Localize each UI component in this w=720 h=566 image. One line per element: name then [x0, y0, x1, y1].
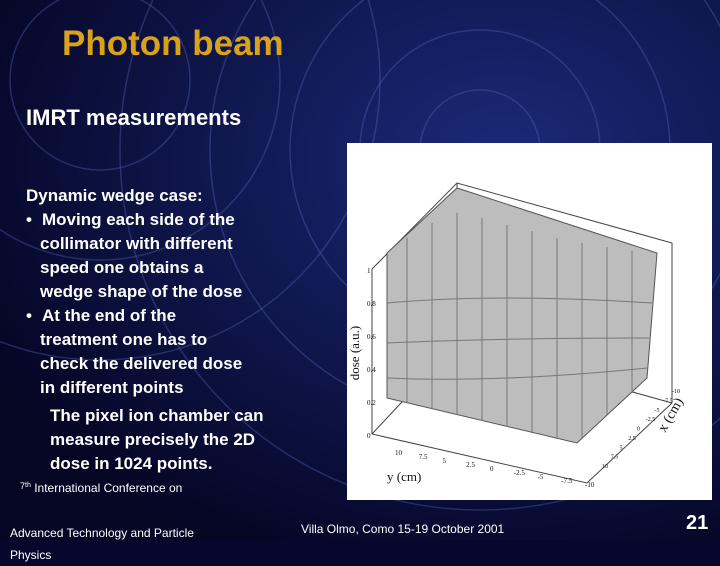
- y-axis-label: y (cm): [387, 469, 421, 484]
- y-tick-label: 10: [395, 449, 403, 457]
- x-tick-label: 0: [637, 427, 640, 433]
- z-axis-label: dose (a.u.): [347, 326, 362, 381]
- x-tick-label: 5: [620, 445, 623, 451]
- z-tick-label: 0.4: [367, 366, 376, 374]
- y-tick-label: -7.5: [561, 477, 573, 485]
- bullet-line: treatment one has to: [40, 330, 208, 349]
- bullet-line: wedge shape of the dose: [40, 282, 243, 301]
- x-tick-label: -2.5: [646, 417, 656, 423]
- z-tick-label: 0.6: [367, 333, 376, 341]
- x-tick-label: -10: [672, 389, 680, 395]
- bullet-line: Moving each side of the: [42, 210, 235, 229]
- y-tick-label: -5: [538, 473, 544, 481]
- conf-line1: International Conference on: [30, 481, 183, 495]
- venue: Villa Olmo, Como 15-19 October 2001: [301, 522, 505, 536]
- conf-line2: Advanced Technology and Particle Physics: [10, 526, 194, 562]
- surface-grid: [386, 213, 653, 439]
- x-tick-label: 10: [602, 464, 608, 470]
- bullet-line: At the end of the: [42, 306, 177, 325]
- bullet-line: in different points: [40, 378, 184, 397]
- conf-number: 7: [20, 481, 26, 491]
- z-tick-label: 0: [367, 432, 371, 440]
- y-tick-label: -10: [585, 481, 595, 489]
- figure: dose (a.u.) y (cm) x (cm) 10.80.60.40.20…: [347, 143, 712, 500]
- y-tick-label: 7.5: [419, 453, 428, 461]
- conference: 7th International Conference on: [20, 481, 182, 495]
- y-tick-label: 0: [490, 465, 494, 473]
- page-number: 21: [686, 512, 709, 534]
- note-line: The pixel ion chamber can: [50, 406, 264, 425]
- bullet-dot: •: [26, 210, 32, 229]
- z-tick-label: 0.8: [367, 300, 376, 308]
- x-tick-label: 2.5: [628, 436, 636, 442]
- conf-suffix: th: [25, 482, 31, 489]
- x-tick-label: 7.5: [611, 455, 619, 461]
- x-tick-label: -7.5: [663, 398, 673, 404]
- bullet-dot: •: [26, 306, 32, 325]
- y-tick-label: 2.5: [466, 461, 475, 469]
- note-line: measure precisely the 2D: [50, 430, 256, 449]
- bullet-line: check the delivered dose: [40, 354, 243, 373]
- x-tick-label: -5: [655, 408, 660, 414]
- bullet-line: collimator with different: [40, 234, 233, 253]
- note-line: dose in 1024 points.: [50, 454, 213, 473]
- z-tick-label: 0.2: [367, 399, 376, 407]
- subtitle: IMRT measurements: [26, 105, 242, 130]
- intro: Dynamic wedge case:: [26, 186, 203, 205]
- z-tick-label: 1: [367, 267, 371, 275]
- y-tick-label: 5: [443, 457, 447, 465]
- bullet-line: speed one obtains a: [40, 258, 204, 277]
- y-tick-label: -2.5: [514, 469, 526, 477]
- title: Photon beam: [62, 24, 284, 63]
